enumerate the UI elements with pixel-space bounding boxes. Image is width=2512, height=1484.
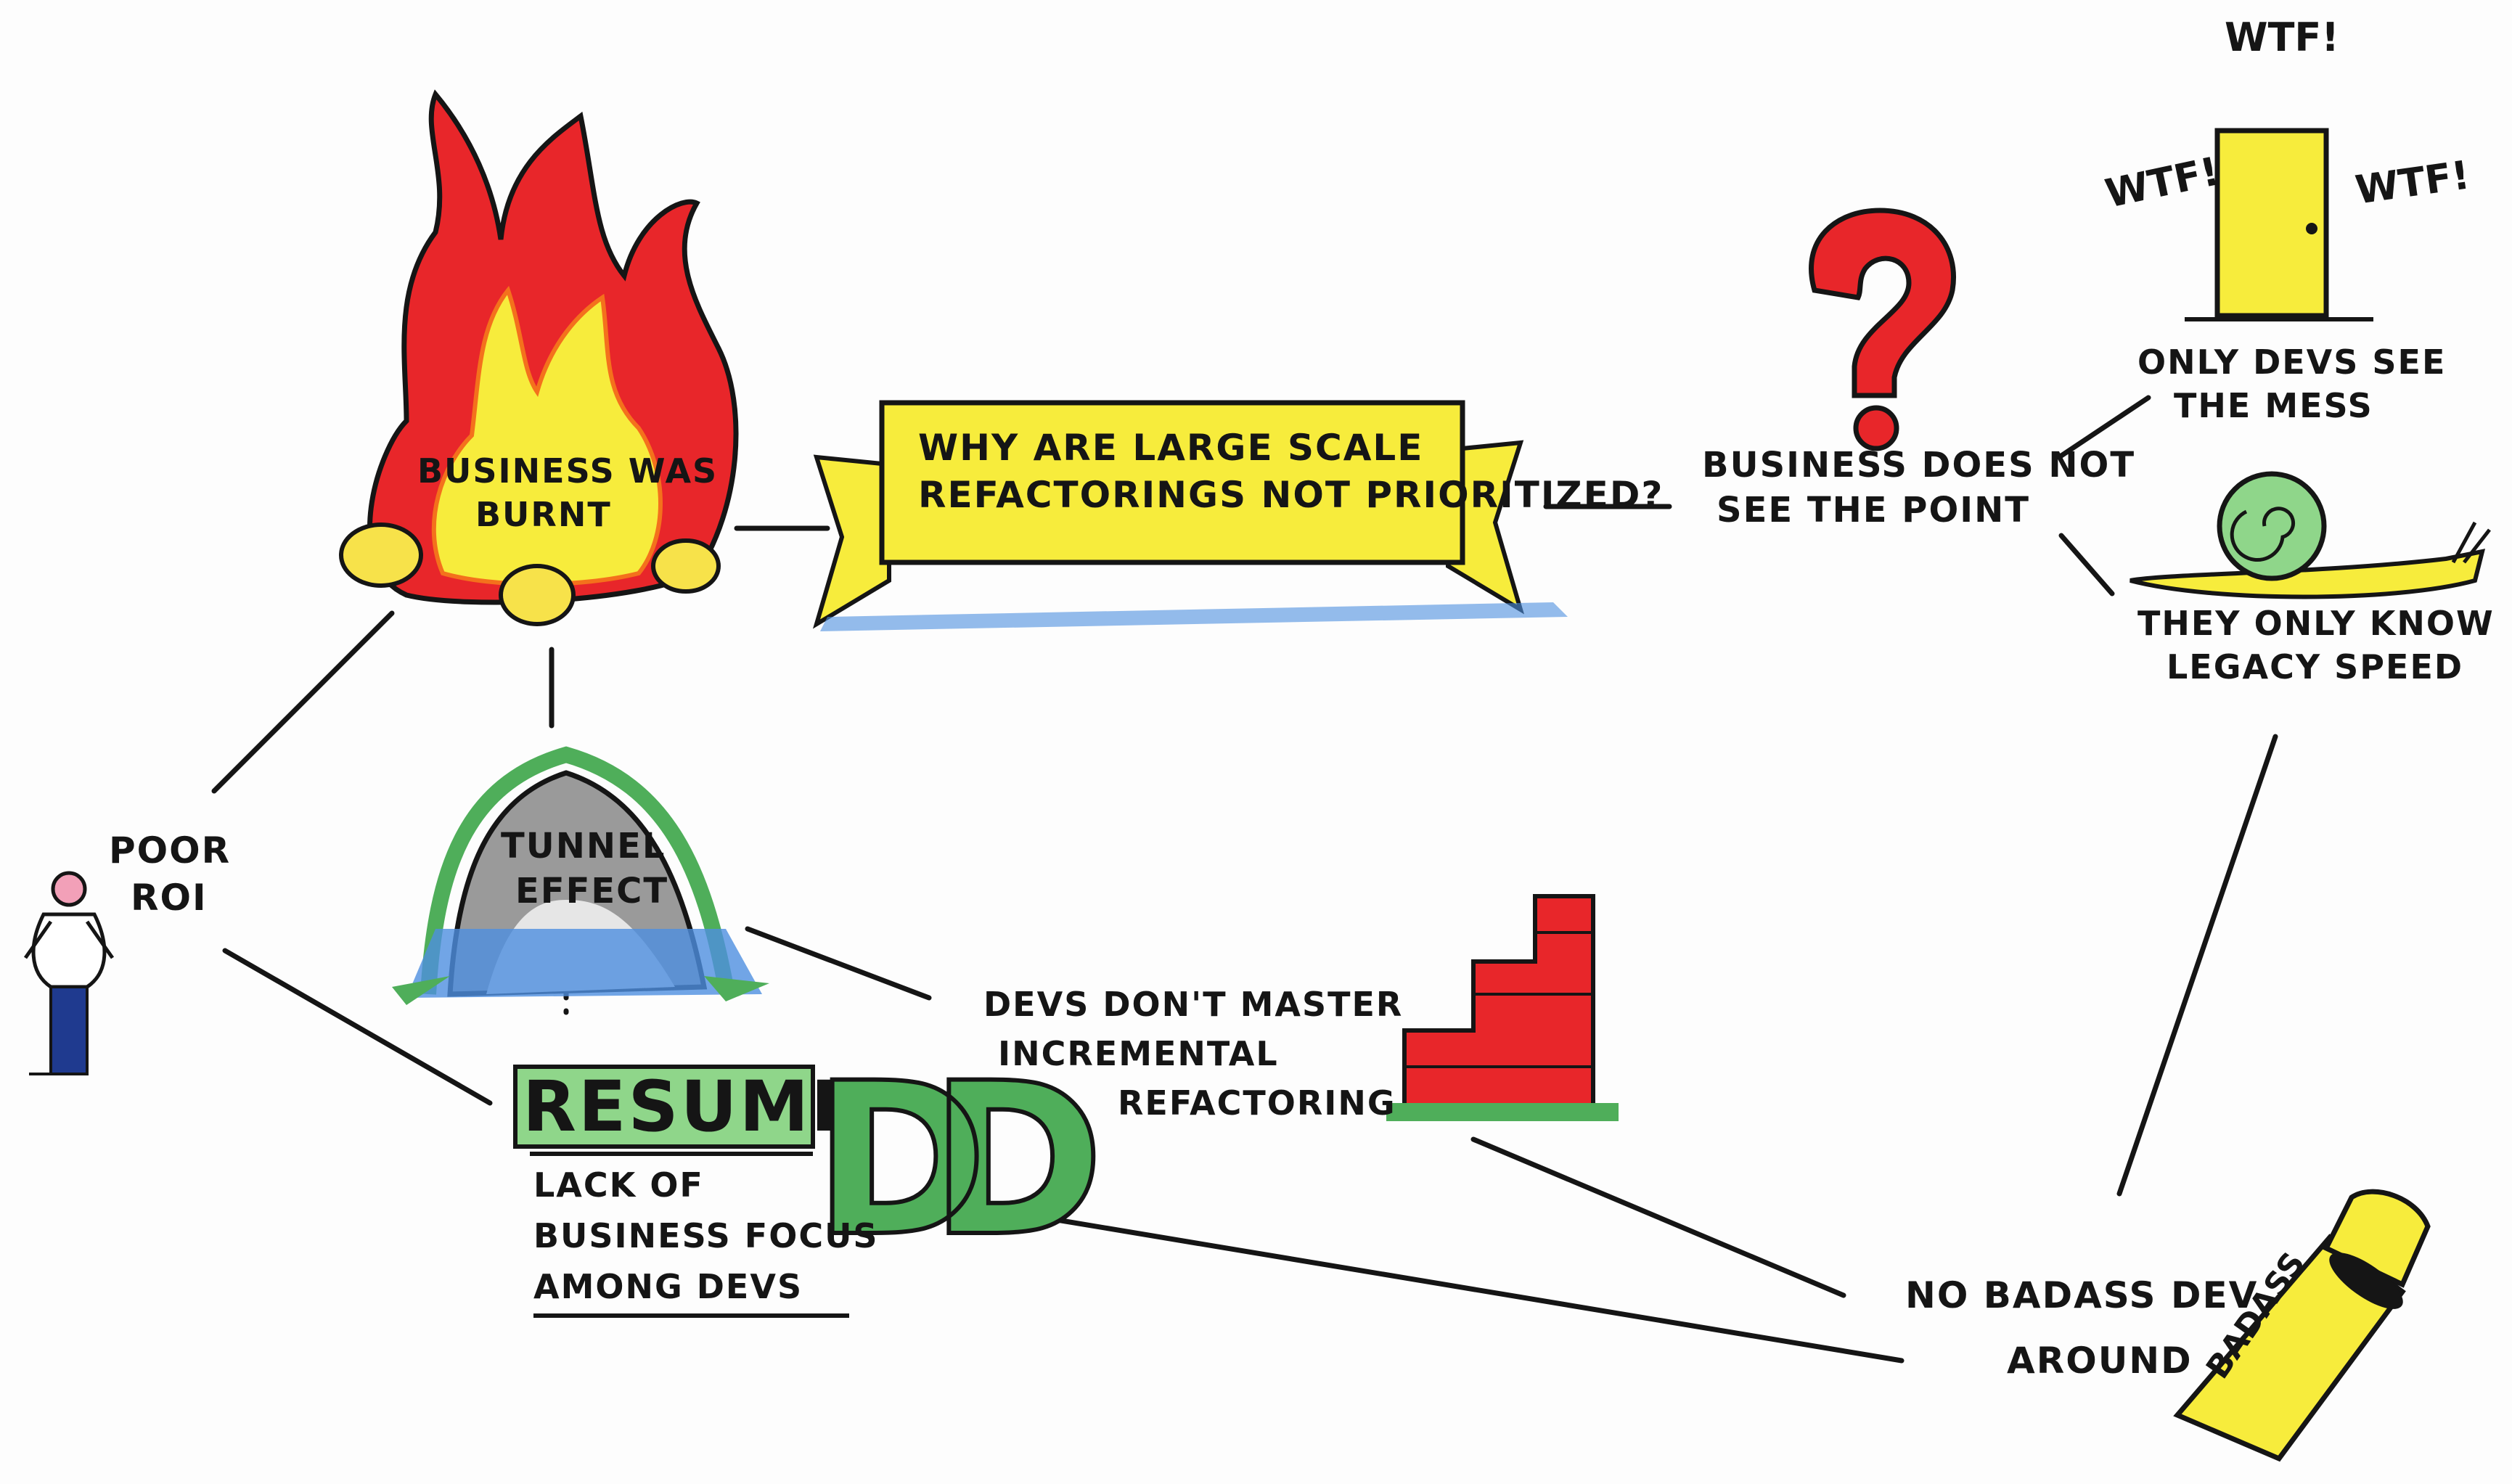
badass-line2: AROUND: [2007, 1340, 2193, 1382]
mess-label: ONLY DEVS SEE THE MESS: [2137, 341, 2446, 428]
mess-line1: ONLY DEVS SEE: [2137, 343, 2447, 382]
snail-icon: [2130, 471, 2491, 599]
resume-description: LACK OF BUSINESS FOCUS AMONG DEVS: [533, 1160, 879, 1312]
fire-label: BUSINESS WAS BURNT: [417, 450, 718, 537]
banner-title: WHY ARE LARGE SCALE REFACTORINGS NOT PRI…: [918, 425, 1664, 519]
legacy-label: THEY ONLY KNOW LEGACY SPEED: [2137, 602, 2495, 689]
incremental-line3: REFACTORING: [1118, 1083, 1396, 1123]
legacy-line1: THEY ONLY KNOW: [2137, 604, 2495, 643]
resume-word: RESUME: [523, 1066, 861, 1147]
banner-ribbon: [812, 400, 1568, 631]
business-point-line2: SEE THE POINT: [1717, 490, 2031, 531]
banner-line1: WHY ARE LARGE SCALE: [918, 427, 1424, 469]
poor-roi-line1: POOR: [109, 829, 232, 872]
tunnel-icon: [392, 746, 769, 1005]
tunnel-line2: EFFECT: [515, 871, 669, 912]
resume-line2: BUSINESS FOCUS: [533, 1216, 879, 1255]
fist-icon: [2173, 1189, 2431, 1462]
person-icon: [23, 871, 115, 1075]
badass-line1: NO BADASS DEV: [1905, 1274, 2259, 1316]
business-point-label: BUSINESS DOES NOT SEE THE POINT: [1702, 443, 2135, 533]
question-mark-icon: [1809, 208, 1956, 451]
tunnel-line1: TUNNEL: [501, 826, 666, 866]
poor-roi-label: POOR ROI: [109, 827, 231, 922]
resume-block: [513, 1065, 849, 1318]
incremental-label: DEVS DON'T MASTER INCREMENTAL REFACTORIN…: [983, 980, 1403, 1128]
banner-line2: REFACTORINGS NOT PRIORITIZED?: [918, 474, 1664, 516]
mess-line2: THE MESS: [2174, 385, 2373, 425]
business-point-line1: BUSINESS DOES NOT: [1702, 445, 2136, 485]
door-icon: [2185, 128, 2373, 321]
legacy-line2: LEGACY SPEED: [2167, 647, 2464, 686]
incremental-line1: DEVS DON'T MASTER: [983, 985, 1404, 1024]
brick-stairs-icon: [1386, 894, 1619, 1121]
resume-line3: AMONG DEVS: [533, 1267, 803, 1306]
tunnel-label: TUNNEL EFFECT: [501, 824, 668, 914]
fire-icon: [339, 89, 739, 626]
resume-line1: LACK OF: [533, 1165, 704, 1205]
fire-label-line1: BUSINESS WAS: [417, 451, 719, 491]
wtf-top: WTF!: [2225, 15, 2339, 60]
fire-label-line2: BURNT: [475, 494, 612, 534]
poor-roi-line2: ROI: [131, 877, 208, 919]
badass-label: NO BADASS DEV AROUND: [1905, 1263, 2258, 1393]
incremental-line2: INCREMENTAL: [998, 1034, 1279, 1073]
